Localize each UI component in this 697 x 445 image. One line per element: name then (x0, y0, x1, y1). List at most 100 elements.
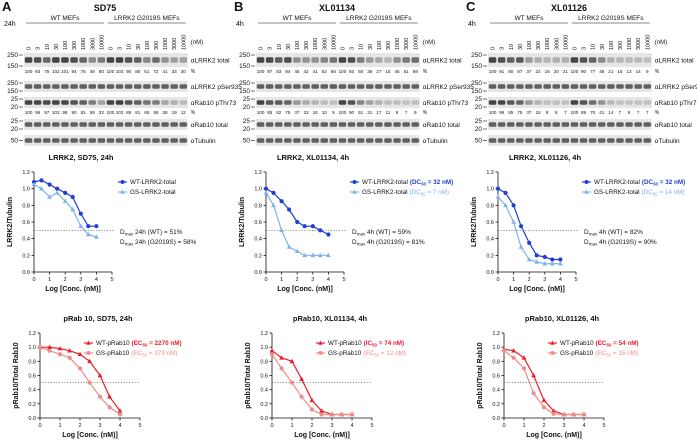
mw-label: 25 (11, 118, 19, 125)
quant-value: 10 (322, 110, 328, 115)
blot-band (534, 122, 542, 127)
dmax-rest: 4h (WT) = 82% (597, 229, 643, 236)
data-point (47, 344, 52, 349)
dose-label: 30 (518, 44, 524, 50)
quant-value: 12 (181, 110, 187, 115)
mw-label: 250 (471, 52, 482, 59)
blot-band (525, 57, 533, 63)
y-axis-label: pRab10/Total Rab10 (13, 342, 20, 408)
legend-marker (584, 180, 589, 184)
blot-band (488, 100, 497, 105)
blot-band (302, 57, 310, 63)
fit-line (271, 353, 352, 416)
dose-label: 100 (609, 41, 615, 50)
data-point (319, 412, 324, 417)
dmax-rest: 24h (WT) = 51% (133, 229, 183, 236)
dose-label: 0 (259, 47, 265, 50)
blot-band (293, 138, 301, 143)
blot-band (311, 100, 319, 105)
data-point (78, 223, 84, 228)
blot-band (275, 122, 283, 127)
blot-band (24, 138, 33, 143)
chart: pRab10, XL01126, 4h pRab10/Total Rab10 Log… (477, 314, 639, 439)
blot-band (607, 138, 615, 143)
quant-value: 7 (619, 110, 622, 115)
blot-band (161, 100, 169, 105)
blot-band (402, 57, 410, 63)
quant-value: 14 (608, 110, 614, 115)
x-tick-label: 5 (370, 423, 373, 429)
blot-band (543, 84, 551, 89)
blot-band (347, 100, 356, 105)
dose-label: 3 (118, 47, 124, 50)
legend-name: WT-pRab10 (96, 340, 130, 347)
data-point (521, 366, 527, 371)
blot-band (561, 138, 570, 143)
y-tick-label: 0.2 (22, 253, 30, 259)
dose-label: 1000 (395, 38, 401, 50)
blot-label: αLRRK2 total (423, 58, 462, 65)
blot-band (97, 138, 106, 143)
blot-band (329, 138, 338, 143)
blot-band (588, 57, 597, 63)
y-tick-label: 0.2 (492, 402, 500, 408)
blot-band (61, 100, 69, 105)
blot-band (302, 84, 310, 89)
dose-label: 3000 (404, 38, 410, 50)
blot-band (507, 57, 515, 63)
blot-band (338, 138, 347, 143)
data-point (57, 345, 63, 351)
data-point (269, 348, 275, 353)
legend-annotation-sub: 50 (372, 343, 378, 348)
y-tick-label: 1.0 (254, 187, 262, 193)
legend-annotation: (DC (642, 189, 654, 196)
data-point (317, 252, 323, 258)
data-point (107, 394, 112, 399)
legend-entry: GS-pRab10 (EC50 = 15 nM) (560, 350, 638, 358)
dmax-note: Dmax 24h (WT) = 51% (120, 229, 183, 237)
blot-strip (256, 119, 420, 130)
quant-value: 36 (367, 69, 373, 74)
blot-band (338, 122, 347, 127)
blot-band (552, 57, 560, 63)
y-tick-label: 0.0 (260, 416, 268, 422)
quant-value: 52 (322, 69, 328, 74)
quant-value: 103 (116, 110, 124, 115)
data-point (286, 244, 292, 249)
quant-value: 103 (116, 69, 124, 74)
y-tick-label: 1.2 (22, 170, 30, 176)
dmax-sub: max (125, 232, 134, 237)
data-point (511, 355, 516, 360)
blot-band (24, 100, 33, 105)
blot-band (393, 138, 401, 143)
blot-band (516, 138, 524, 143)
data-point (97, 372, 103, 378)
chart-title: LRRK2, XL01126, 4h (509, 153, 582, 162)
blot-band (52, 122, 60, 127)
dose-label: 30 (54, 44, 60, 50)
group-label: WT MEFs (283, 15, 313, 22)
data-point (511, 348, 516, 353)
mw-label: 250 (239, 80, 250, 87)
y-tick-label: 0.8 (260, 359, 268, 365)
blot-band (393, 57, 401, 63)
data-point (78, 211, 83, 216)
blot-strip (488, 97, 652, 108)
x-tick-label: 3 (330, 423, 333, 429)
blot-band (366, 57, 374, 63)
blot-band (356, 122, 365, 127)
group-label: WT MEFs (515, 15, 545, 22)
quant-value: 90 (71, 110, 77, 115)
data-point (289, 380, 295, 385)
blot-band (24, 84, 33, 89)
data-point (77, 351, 83, 357)
data-point (294, 248, 300, 253)
quant-value: 15 (535, 110, 541, 115)
blot-strip (488, 81, 652, 92)
blot-band (124, 138, 133, 143)
data-point (511, 203, 516, 208)
quant-value: 77 (590, 69, 596, 74)
data-point (309, 407, 315, 412)
blot-band (561, 100, 570, 105)
quant-value: 16 (617, 69, 623, 74)
